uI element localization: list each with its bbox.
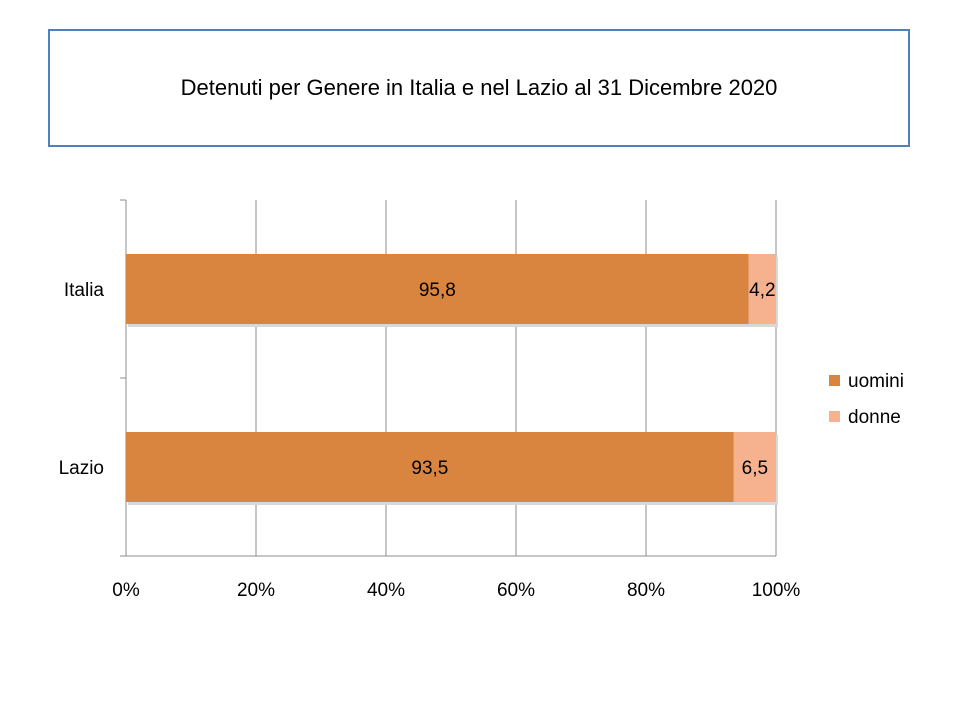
bar-segment-uomini <box>126 254 749 324</box>
category-label: Lazio <box>59 458 104 479</box>
x-tick-label: 20% <box>237 580 275 601</box>
legend-label: uomini <box>848 371 904 392</box>
x-tick-label: 40% <box>367 580 405 601</box>
legend-swatch-uomini <box>829 375 840 386</box>
bar-segment-donne <box>748 254 776 324</box>
data-label: 95,8 <box>419 280 456 301</box>
x-tick-label: 100% <box>752 580 801 601</box>
data-label: 4,2 <box>749 280 775 301</box>
bar-segment-donne <box>733 432 776 502</box>
category-label: Italia <box>64 280 105 301</box>
chart-title: Detenuti per Genere in Italia e nel Lazi… <box>180 75 778 100</box>
x-tick-label: 0% <box>112 580 140 601</box>
data-label: 93,5 <box>411 458 448 479</box>
x-tick-label: 60% <box>497 580 535 601</box>
x-tick-label: 80% <box>627 580 665 601</box>
data-label: 6,5 <box>742 458 768 479</box>
legend-swatch-donne <box>829 411 840 422</box>
legend-label: donne <box>848 407 901 428</box>
chart-title-box: Detenuti per Genere in Italia e nel Lazi… <box>48 29 910 147</box>
bar-segment-uomini <box>126 432 734 502</box>
